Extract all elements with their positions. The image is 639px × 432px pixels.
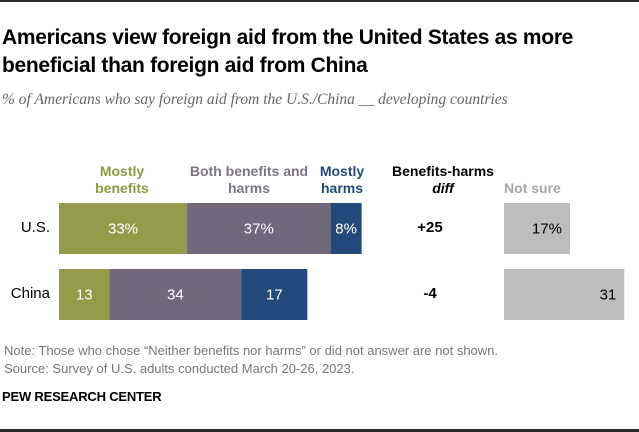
bar-mostly-harms-china (241, 269, 308, 320)
bar-label-not-sure-china: 31 (600, 287, 617, 304)
bar-label-both-china: 34 (167, 287, 184, 304)
legend-mostly-harms: Mostly harms (319, 163, 365, 196)
legend-diff-line2: diff (432, 180, 454, 196)
bar-mostly-harms-us (330, 203, 362, 254)
bar-mostly-benefits-us (59, 203, 188, 254)
legend-both-benefits-and-harms: Both benefits and harms (189, 163, 309, 196)
bar-not-sure-us (504, 203, 570, 254)
legend-mostly-benefits: Mostly benefits (95, 163, 149, 196)
diff-value-us: +25 (417, 219, 443, 236)
top-rule (0, 0, 639, 2)
bar-not-sure-china (504, 269, 625, 320)
diff-value-china: -4 (423, 285, 437, 302)
legend-not-sure: Not sure (504, 180, 561, 196)
legend-diff-line1: Benefits-harms (392, 163, 494, 179)
bar-both-china (109, 269, 242, 320)
legend-diff: Benefits-harms diff (378, 163, 508, 197)
bar-label-both-us: 37% (244, 221, 274, 238)
bottom-rule (0, 429, 639, 432)
bar-label-not-sure-us: 17% (532, 221, 562, 238)
bar-label-mostly-benefits-china: 13 (76, 287, 93, 304)
bar-label-mostly-benefits-us: 33% (108, 221, 138, 238)
bar-label-mostly-harms-china: 17 (266, 287, 283, 304)
chart-title: Americans view foreign aid from the Unit… (2, 26, 574, 77)
row-label-china: China (10, 285, 50, 302)
pew-logo-text: PEW RESEARCH CENTER (2, 389, 162, 404)
row-label-us: U.S. (20, 219, 50, 236)
bar-both-us (187, 203, 331, 254)
bar-mostly-benefits-china (59, 269, 110, 320)
bar-label-mostly-harms-us: 8% (335, 221, 357, 238)
source-text: Source: Survey of U.S. adults conducted … (4, 361, 355, 376)
chart-subtitle: % of Americans who say foreign aid from … (2, 91, 508, 108)
note-text: Note: Those who chose “Neither benefits … (4, 343, 499, 358)
